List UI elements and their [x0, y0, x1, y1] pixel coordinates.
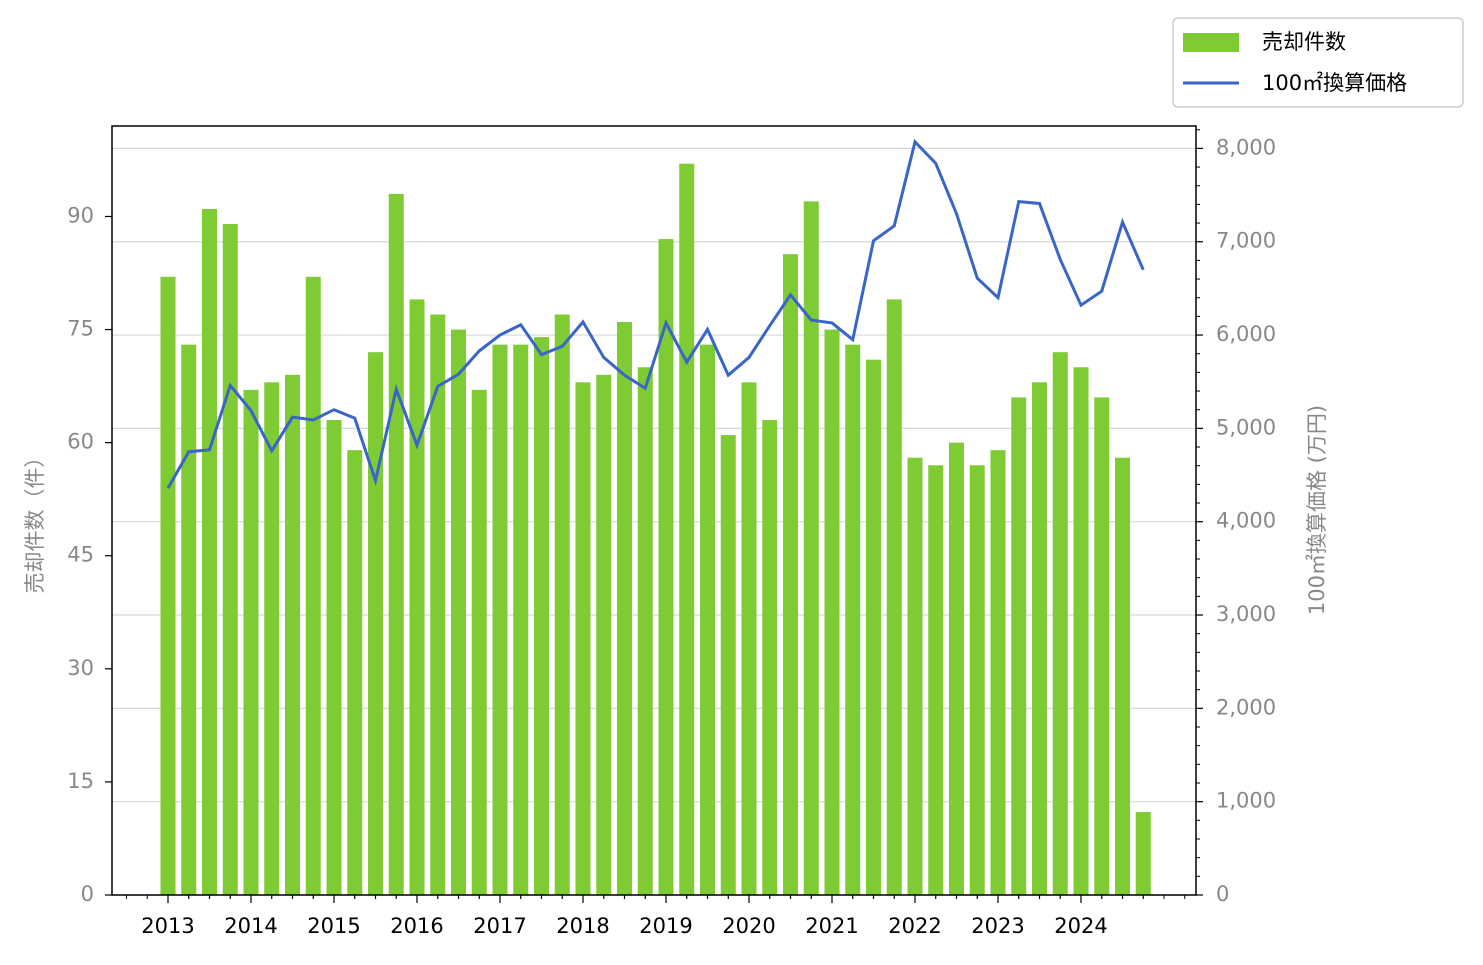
bar [886, 299, 902, 895]
bar [181, 344, 197, 895]
bar [1011, 397, 1027, 895]
bar [222, 224, 238, 895]
bar [596, 374, 612, 895]
x-tick-label: 2020 [722, 914, 775, 938]
bar [388, 193, 404, 896]
y2-tick-label: 4,000 [1216, 509, 1276, 533]
bar [949, 442, 964, 895]
bar [990, 450, 1006, 895]
bar [762, 420, 778, 895]
bar [1032, 382, 1047, 895]
x-tick-label: 2018 [556, 914, 609, 938]
bar [202, 208, 217, 895]
bar [1052, 352, 1068, 895]
x-tick-label: 2024 [1054, 914, 1107, 938]
bar [824, 329, 840, 895]
bar [554, 314, 570, 896]
y-tick-label: 45 [67, 543, 94, 567]
bar [326, 420, 342, 895]
bar [783, 254, 798, 895]
bar [658, 239, 674, 895]
bar [451, 329, 466, 895]
x-tick-label: 2022 [888, 914, 941, 938]
bar [845, 344, 861, 895]
bar [430, 314, 446, 896]
y-tick-label: 90 [67, 203, 94, 227]
bar [347, 450, 363, 895]
bar [637, 367, 653, 896]
bar [1135, 812, 1151, 895]
bar [534, 337, 549, 896]
x-tick-label: 2017 [473, 914, 526, 938]
bar [471, 389, 487, 895]
bar [803, 201, 819, 895]
y2-axis-label: 100㎡換算価格 (万円) [1305, 405, 1329, 615]
y2-tick-label: 7,000 [1216, 229, 1276, 253]
bar [679, 163, 695, 896]
x-tick-label: 2019 [639, 914, 692, 938]
x-tick-label: 2015 [307, 914, 360, 938]
plot-frame [111, 125, 1197, 896]
bar [513, 344, 529, 895]
y2-tick-label: 1,000 [1216, 789, 1276, 813]
price-line [166, 138, 1145, 489]
bar [264, 382, 280, 895]
bar [575, 382, 591, 895]
bar [866, 359, 881, 895]
legend-label: 売却件数 [1262, 30, 1346, 54]
y-tick-label: 75 [67, 317, 94, 341]
bar [243, 389, 259, 895]
bar [720, 435, 736, 895]
bar [368, 352, 383, 895]
y-tick-label: 30 [67, 656, 94, 680]
bar [305, 276, 321, 895]
bar [1073, 367, 1089, 896]
legend-label: 100㎡換算価格 [1262, 71, 1407, 95]
bar [492, 344, 508, 895]
y-axis-label: 売却件数（件） [23, 447, 47, 594]
y-tick-label: 15 [67, 769, 94, 793]
bar [700, 344, 715, 895]
bar [160, 276, 176, 895]
bar [617, 322, 632, 895]
y2-tick-label: 3,000 [1216, 602, 1276, 626]
y2-tick-label: 8,000 [1216, 135, 1276, 159]
bar [741, 382, 757, 895]
bar [409, 299, 425, 895]
bar [907, 457, 923, 895]
y2-tick-label: 5,000 [1216, 415, 1276, 439]
y2-tick-label: 2,000 [1216, 695, 1276, 719]
x-tick-label: 2013 [141, 914, 194, 938]
y2-tick-label: 0 [1216, 882, 1229, 906]
y-tick-label: 0 [81, 882, 94, 906]
legend-box [1172, 17, 1464, 108]
bar [285, 374, 300, 895]
bar [969, 465, 985, 895]
x-tick-label: 2021 [805, 914, 858, 938]
bar [1094, 397, 1110, 895]
x-tick-label: 2014 [224, 914, 277, 938]
legend-swatch [1183, 33, 1239, 52]
y-tick-label: 60 [67, 430, 94, 454]
bar [1115, 457, 1130, 895]
y2-tick-label: 6,000 [1216, 322, 1276, 346]
bar [928, 465, 944, 895]
x-tick-label: 2023 [971, 914, 1024, 938]
x-tick-label: 2016 [390, 914, 443, 938]
